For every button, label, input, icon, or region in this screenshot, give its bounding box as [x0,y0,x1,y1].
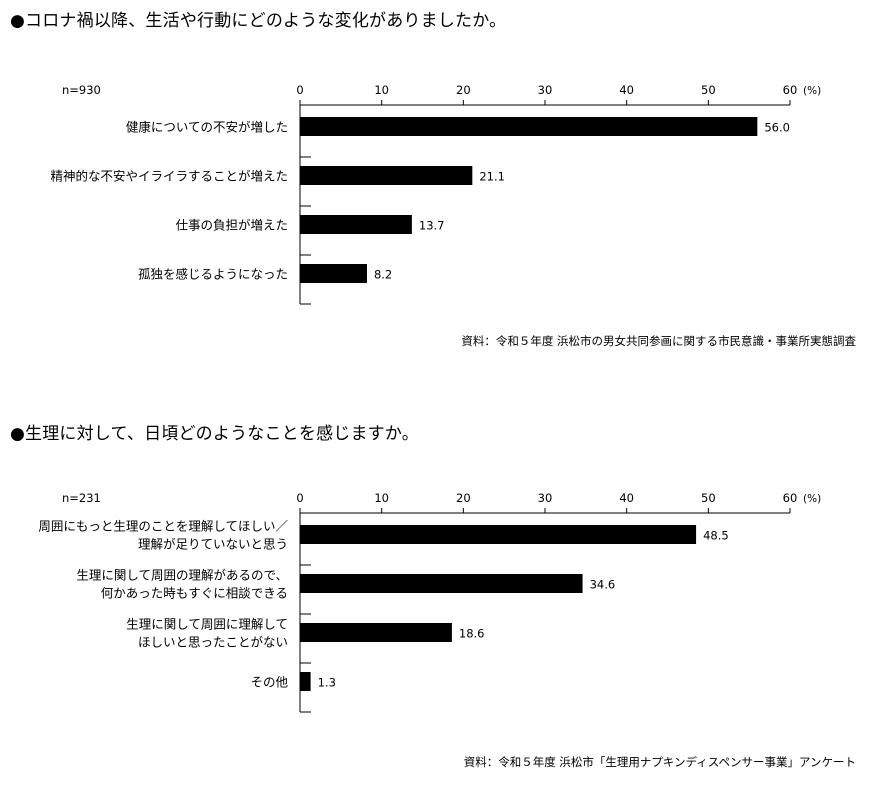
x-tick-label: 20 [456,491,471,505]
data-label: 56.0 [764,121,790,135]
x-tick-label: 60 [783,83,798,97]
bar-chart: n=231 0 10 20 30 40 50 60 (%) 48.5 周囲にもっと生理のことを理解し… [38,491,821,713]
x-tick-label: 10 [374,491,389,505]
x-tick-label: 40 [619,83,634,97]
chart-title: ●コロナ禍以降、生活や行動にどのような変化がありましたか。 [10,11,507,31]
data-label: 48.5 [703,529,729,543]
x-tick-label: 30 [538,491,553,505]
x-tick-label: 60 [783,491,798,505]
category-label: ほしいと思ったことがない [138,635,288,650]
data-label: 8.2 [374,268,392,282]
unit-label: (%) [803,493,821,505]
x-tick-label: 20 [456,83,471,97]
bar [300,525,697,544]
bar [300,215,412,234]
category-label: 孤独を感じるようになった [138,267,288,282]
data-label: 1.3 [318,676,336,690]
category-label: 生理に関して周囲に理解して [126,617,288,632]
bar [300,623,452,642]
category-label: 健康についての不安が増した [126,120,288,135]
x-tick-label: 50 [701,491,716,505]
unit-label: (%) [803,85,821,97]
chart-title: ●生理に対して、日頃どのようなことを感じますか。 [10,424,419,444]
x-tick-label: 50 [701,83,716,97]
chart-source: 資料：令和５年度 浜松市の男女共同参画に関する市民意識・事業所実態調査 [461,334,856,348]
bar-chart: n=930 0 10 20 30 40 50 60 (%) 56.0 健康についての不安が増した 21… [50,83,821,305]
category-label: 生理に関して周囲の理解があるので、 [76,568,288,583]
bar [300,574,583,593]
category-label: 理解が足りていないと思う [138,537,288,552]
category-label: 仕事の負担が増えた [175,218,288,233]
x-tick-label: 40 [619,491,634,505]
category-label: 周囲にもっと生理のことを理解してほしい／ [38,519,288,534]
category-label: 精神的な不安やイライラすることが増えた [50,169,288,184]
bar [300,117,758,136]
data-label: 13.7 [419,219,445,233]
x-tick-label: 30 [538,83,553,97]
x-tick-label: 10 [374,83,389,97]
category-label: 何かあった時もすぐに相談できる [101,586,288,601]
bar [300,672,311,691]
bar [300,166,473,185]
chart-source: 資料：令和５年度 浜松市「生理用ナプキンディスペンサー事業」アンケート [463,755,856,769]
data-label: 18.6 [459,627,485,641]
sample-size-label: n=930 [62,83,101,97]
data-label: 34.6 [590,578,616,592]
data-label: 21.1 [479,170,505,184]
chart-block-2: ●生理に対して、日頃どのようなことを感じますか。 n=231 0 10 20 30 40 5… [0,408,888,800]
bar [300,264,367,283]
chart-block-1: ●コロナ禍以降、生活や行動にどのような変化がありましたか。 n=930 0 10 20… [0,0,888,380]
x-tick-label: 0 [296,83,303,97]
x-tick-label: 0 [296,491,303,505]
category-label: その他 [250,675,288,690]
sample-size-label: n=231 [62,491,101,505]
